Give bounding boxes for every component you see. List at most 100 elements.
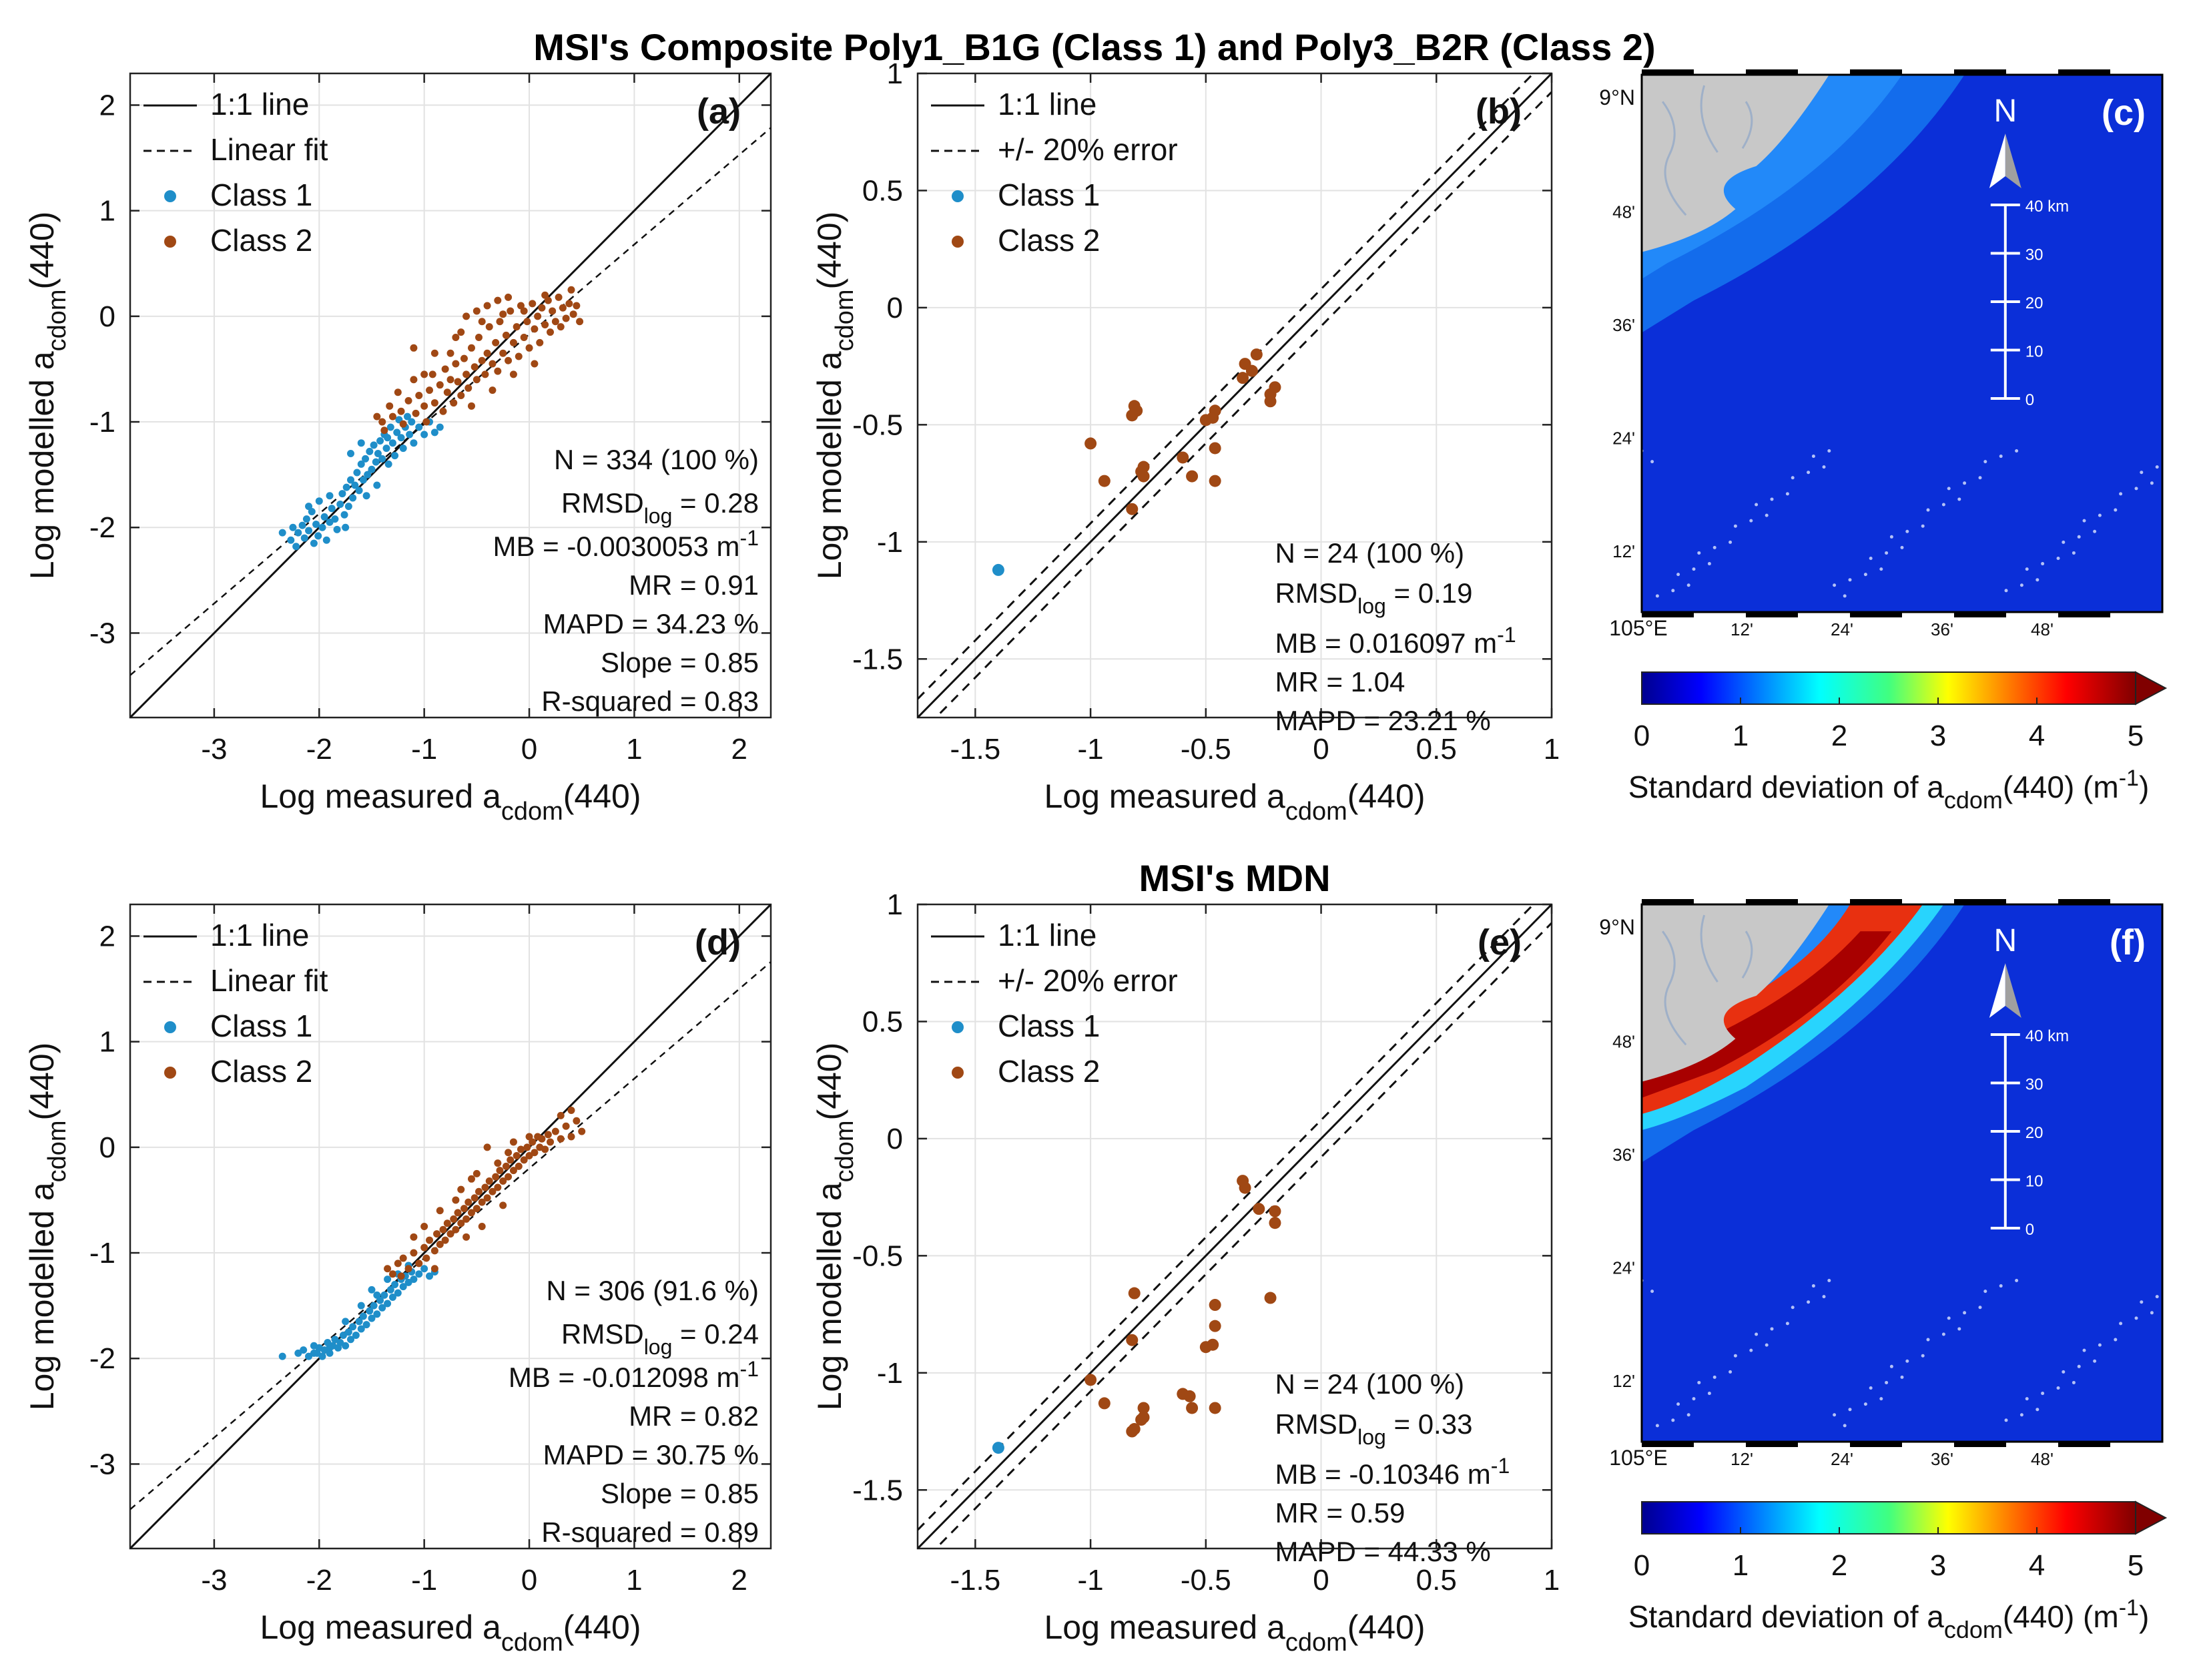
class2-point xyxy=(557,1135,565,1143)
class2-point xyxy=(1128,1287,1141,1300)
class1-point xyxy=(992,1442,1004,1454)
class2-point xyxy=(499,310,507,318)
class1-point xyxy=(342,483,350,491)
legend-class2-marker xyxy=(164,1067,176,1079)
class2-point xyxy=(471,363,479,371)
class2-point xyxy=(1253,1203,1265,1215)
x-tick-label: -1.5 xyxy=(950,1564,1000,1597)
legend-label: Class 1 xyxy=(210,1009,312,1043)
sea-speckle xyxy=(2004,1418,2008,1422)
class2-point xyxy=(499,1177,507,1185)
class2-point xyxy=(1186,1402,1199,1414)
class1-point xyxy=(351,481,359,489)
sea-speckle xyxy=(2041,562,2045,566)
sea-speckle xyxy=(1676,573,1680,577)
longitude-label: 105°E xyxy=(1609,1446,1668,1470)
sea-speckle xyxy=(2077,535,2081,539)
x-axis-label: Log measured acdom(440) xyxy=(260,778,641,826)
stat-text: RMSD xyxy=(561,487,644,519)
class2-point xyxy=(462,312,471,320)
sea-speckle xyxy=(1963,481,1967,485)
stat-line: MB = -0.012098 m-1 xyxy=(509,1357,759,1393)
class1-point xyxy=(366,1307,374,1315)
sea-speckle xyxy=(1755,1332,1759,1336)
class1-point xyxy=(384,434,392,442)
class1-point xyxy=(346,450,354,458)
class2-point xyxy=(394,388,402,396)
class2-point xyxy=(373,412,381,421)
sea-speckle xyxy=(1869,557,1873,560)
sea-speckle xyxy=(1978,1306,1982,1310)
class2-point xyxy=(489,360,497,368)
sea-speckle xyxy=(1822,465,1826,469)
sea-speckle xyxy=(1941,1332,1945,1336)
class2-point xyxy=(467,344,475,352)
class1-point xyxy=(420,1265,428,1273)
class1-point xyxy=(408,418,416,426)
class1-point xyxy=(331,515,339,523)
class2-point xyxy=(420,1223,428,1230)
class1-point xyxy=(355,487,363,495)
class1-point xyxy=(346,1336,354,1344)
class1-point xyxy=(312,521,320,528)
stat-text: N = 24 (100 %) xyxy=(1275,1368,1464,1400)
sea-speckle xyxy=(1707,562,1711,566)
frame-dash-top xyxy=(1954,69,2006,75)
x-axis-label-sub: cdom xyxy=(1285,1629,1347,1657)
sea-speckle xyxy=(1671,1418,1675,1422)
stat-line: RMSDlog = 0.24 xyxy=(561,1318,759,1359)
error-line-upper xyxy=(918,904,1535,1531)
class1-point xyxy=(394,1289,402,1297)
sea-speckle xyxy=(2062,540,2066,544)
class2-point xyxy=(485,323,493,331)
sea-speckle xyxy=(1889,1364,1893,1368)
class2-point xyxy=(410,376,418,384)
sea-speckle xyxy=(1697,551,1701,555)
sea-speckle xyxy=(2072,1380,2076,1384)
class2-point xyxy=(531,325,539,333)
sea-speckle xyxy=(1765,513,1769,517)
stat-sub: log xyxy=(1357,594,1386,618)
class2-point xyxy=(415,1259,423,1268)
y-axis-label-suffix: (440) xyxy=(811,1043,848,1121)
legend-class2-marker xyxy=(952,1067,964,1079)
sea-speckle xyxy=(1863,1402,1867,1406)
north-label: N xyxy=(1993,93,2017,129)
class1-point xyxy=(294,529,302,537)
class1-point xyxy=(388,1293,396,1301)
class2-point xyxy=(483,1194,491,1202)
class2-point xyxy=(475,333,483,341)
class2-point xyxy=(1209,1402,1221,1414)
sea-speckle xyxy=(1889,535,1893,539)
scale-label: 40 km xyxy=(2025,198,2069,216)
class2-point xyxy=(1128,1423,1141,1436)
class2-point xyxy=(1239,1181,1251,1194)
latitude-label: 48' xyxy=(1612,202,1635,222)
class2-point xyxy=(1126,503,1139,515)
stat-tail: = 0.33 xyxy=(1386,1408,1473,1440)
axes-frame xyxy=(916,903,1553,1550)
class2-point xyxy=(410,1233,418,1241)
class1-point xyxy=(373,481,381,489)
sea-speckle xyxy=(1843,1424,1847,1428)
panel-c-map: 9°N48'36'24'12'105°E 12' 24' 36' 48'N40 km30… xyxy=(1599,69,2168,814)
class2-point xyxy=(509,1167,517,1175)
panel-label: (a) xyxy=(697,91,741,131)
class2-point xyxy=(388,412,396,421)
class2-point xyxy=(520,333,528,341)
class2-point xyxy=(1207,411,1219,424)
class1-point xyxy=(384,1300,392,1308)
frame-dash-bottom xyxy=(1746,612,1798,617)
class2-point xyxy=(441,1236,449,1244)
class2-point xyxy=(1135,465,1148,478)
x-axis-label-suffix: (440) xyxy=(563,778,641,815)
frame-dash-bottom xyxy=(1642,612,1694,617)
y-tick-label: 2 xyxy=(99,920,115,952)
axes-frame xyxy=(916,72,1553,719)
sea-speckle xyxy=(1686,583,1690,587)
sea-speckle xyxy=(2004,589,2008,593)
class1-point xyxy=(336,500,344,508)
y-axis-label-sub: cdom xyxy=(831,289,859,351)
class1-point xyxy=(426,1272,434,1280)
